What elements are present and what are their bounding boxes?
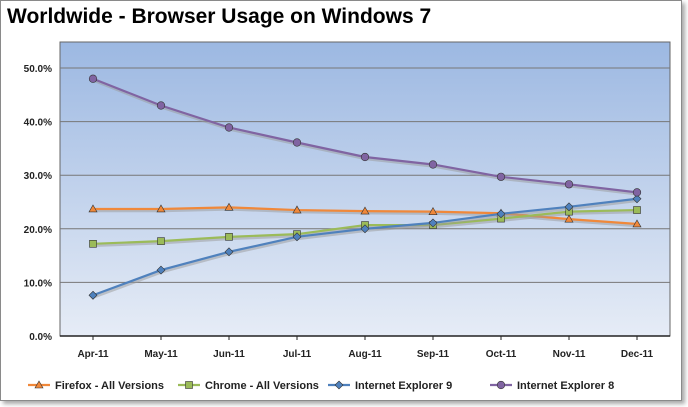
data-point	[632, 219, 642, 228]
data-point	[225, 233, 233, 241]
legend-label: Internet Explorer 9	[355, 380, 452, 392]
data-point	[185, 381, 193, 389]
x-tick-label: Nov-11	[553, 349, 586, 360]
x-tick-label: Aug-11	[348, 349, 382, 360]
data-point	[496, 172, 506, 181]
data-point	[34, 380, 44, 389]
x-tick-label: Oct-11	[486, 349, 517, 360]
x-tick-label: Jun-11	[213, 349, 245, 360]
data-point	[89, 240, 97, 248]
data-point	[496, 380, 506, 390]
data-point	[564, 202, 574, 212]
data-point	[157, 237, 165, 245]
data-point	[633, 206, 641, 214]
y-tick-label: 20.0%	[24, 225, 52, 236]
data-point	[334, 380, 344, 390]
data-point	[156, 265, 166, 275]
x-tick-label: Jul-11	[283, 349, 312, 360]
data-point	[632, 194, 642, 204]
y-tick-label: 0.0%	[29, 332, 52, 343]
data-point	[564, 180, 574, 189]
data-point	[88, 204, 98, 213]
legend-item: Firefox - All Versions	[28, 380, 164, 392]
plot-area	[59, 41, 671, 337]
legend-item: Chrome - All Versions	[178, 380, 319, 392]
legend-item: Internet Explorer 8	[490, 380, 614, 392]
data-point	[224, 202, 234, 211]
data-point	[88, 290, 98, 300]
data-point	[360, 224, 370, 234]
series-internet-explorer-9	[88, 194, 642, 300]
data-point	[360, 206, 370, 215]
legend-label: Chrome - All Versions	[205, 380, 319, 392]
data-point	[156, 204, 166, 213]
data-point	[156, 101, 166, 110]
data-point	[292, 232, 302, 242]
data-point	[428, 160, 438, 169]
data-point	[292, 138, 302, 147]
data-point	[292, 205, 302, 214]
x-tick-label: Apr-11	[77, 349, 109, 360]
chart-title: Worldwide - Browser Usage on Windows 7	[7, 5, 432, 28]
data-point	[564, 214, 574, 223]
y-tick-label: 50.0%	[24, 64, 52, 75]
data-point	[88, 74, 98, 83]
series-internet-explorer-8	[88, 74, 642, 197]
data-point	[224, 123, 234, 132]
data-point	[428, 218, 438, 228]
data-point	[632, 188, 642, 197]
data-point	[224, 247, 234, 257]
data-point	[360, 152, 370, 162]
data-point	[428, 207, 438, 215]
y-tick-label: 30.0%	[24, 171, 52, 182]
legend-label: Firefox - All Versions	[55, 380, 164, 392]
legend-item: Internet Explorer 9	[328, 380, 452, 392]
legend-label: Internet Explorer 8	[517, 380, 614, 392]
y-tick-label: 10.0%	[24, 278, 52, 289]
x-tick-label: May-11	[144, 349, 178, 360]
data-point	[496, 209, 506, 219]
y-tick-label: 40.0%	[24, 118, 52, 129]
x-tick-label: Sep-11	[417, 349, 450, 360]
x-tick-label: Dec-11	[621, 349, 654, 360]
